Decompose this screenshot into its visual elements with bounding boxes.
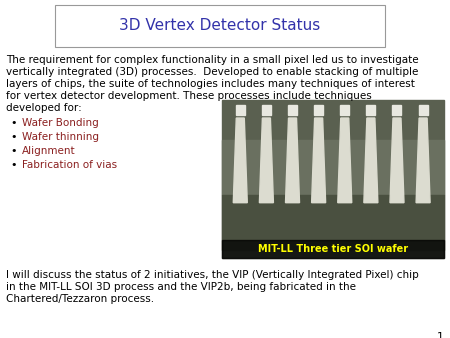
Polygon shape: [338, 118, 352, 203]
Text: •: •: [11, 118, 17, 128]
Bar: [262, 105, 271, 115]
Text: layers of chips, the suite of technologies includes many techniques of interest: layers of chips, the suite of technologi…: [6, 79, 415, 89]
Bar: [366, 105, 375, 115]
Polygon shape: [312, 118, 326, 203]
Text: Fabrication of vias: Fabrication of vias: [22, 160, 117, 170]
Polygon shape: [233, 118, 248, 203]
Text: vertically integrated (3D) processes.  Developed to enable stacking of multiple: vertically integrated (3D) processes. De…: [6, 67, 419, 77]
Polygon shape: [285, 118, 300, 203]
Text: 1: 1: [437, 332, 444, 338]
Bar: [222, 140, 444, 195]
Text: 3D Vertex Detector Status: 3D Vertex Detector Status: [119, 19, 320, 33]
Bar: [236, 105, 245, 115]
Bar: [314, 105, 323, 115]
Text: Wafer thinning: Wafer thinning: [22, 132, 99, 142]
Bar: [340, 105, 349, 115]
Text: I will discuss the status of 2 initiatives, the VIP (Vertically Integrated Pixel: I will discuss the status of 2 initiativ…: [6, 270, 419, 280]
Text: for vertex detector development. These processes include techniques: for vertex detector development. These p…: [6, 91, 372, 101]
Text: Chartered/Tezzaron process.: Chartered/Tezzaron process.: [6, 294, 154, 304]
Text: developed for:: developed for:: [6, 103, 82, 113]
Text: The requirement for complex functionality in a small pixel led us to investigate: The requirement for complex functionalit…: [6, 55, 419, 65]
Polygon shape: [259, 118, 274, 203]
Bar: [392, 105, 401, 115]
Bar: [418, 105, 427, 115]
Text: Alignment: Alignment: [22, 146, 76, 156]
Polygon shape: [364, 118, 378, 203]
Bar: [222, 195, 444, 250]
Polygon shape: [390, 118, 404, 203]
Bar: [288, 105, 297, 115]
Text: Wafer Bonding: Wafer Bonding: [22, 118, 99, 128]
Polygon shape: [416, 118, 430, 203]
Text: in the MIT-LL SOI 3D process and the VIP2b, being fabricated in the: in the MIT-LL SOI 3D process and the VIP…: [6, 282, 356, 292]
Bar: [55, 5, 385, 47]
Text: •: •: [11, 132, 17, 142]
Bar: [222, 240, 444, 258]
Text: •: •: [11, 146, 17, 156]
Text: •: •: [11, 160, 17, 170]
Bar: [222, 100, 444, 258]
Text: MIT-LL Three tier SOI wafer: MIT-LL Three tier SOI wafer: [258, 244, 408, 254]
